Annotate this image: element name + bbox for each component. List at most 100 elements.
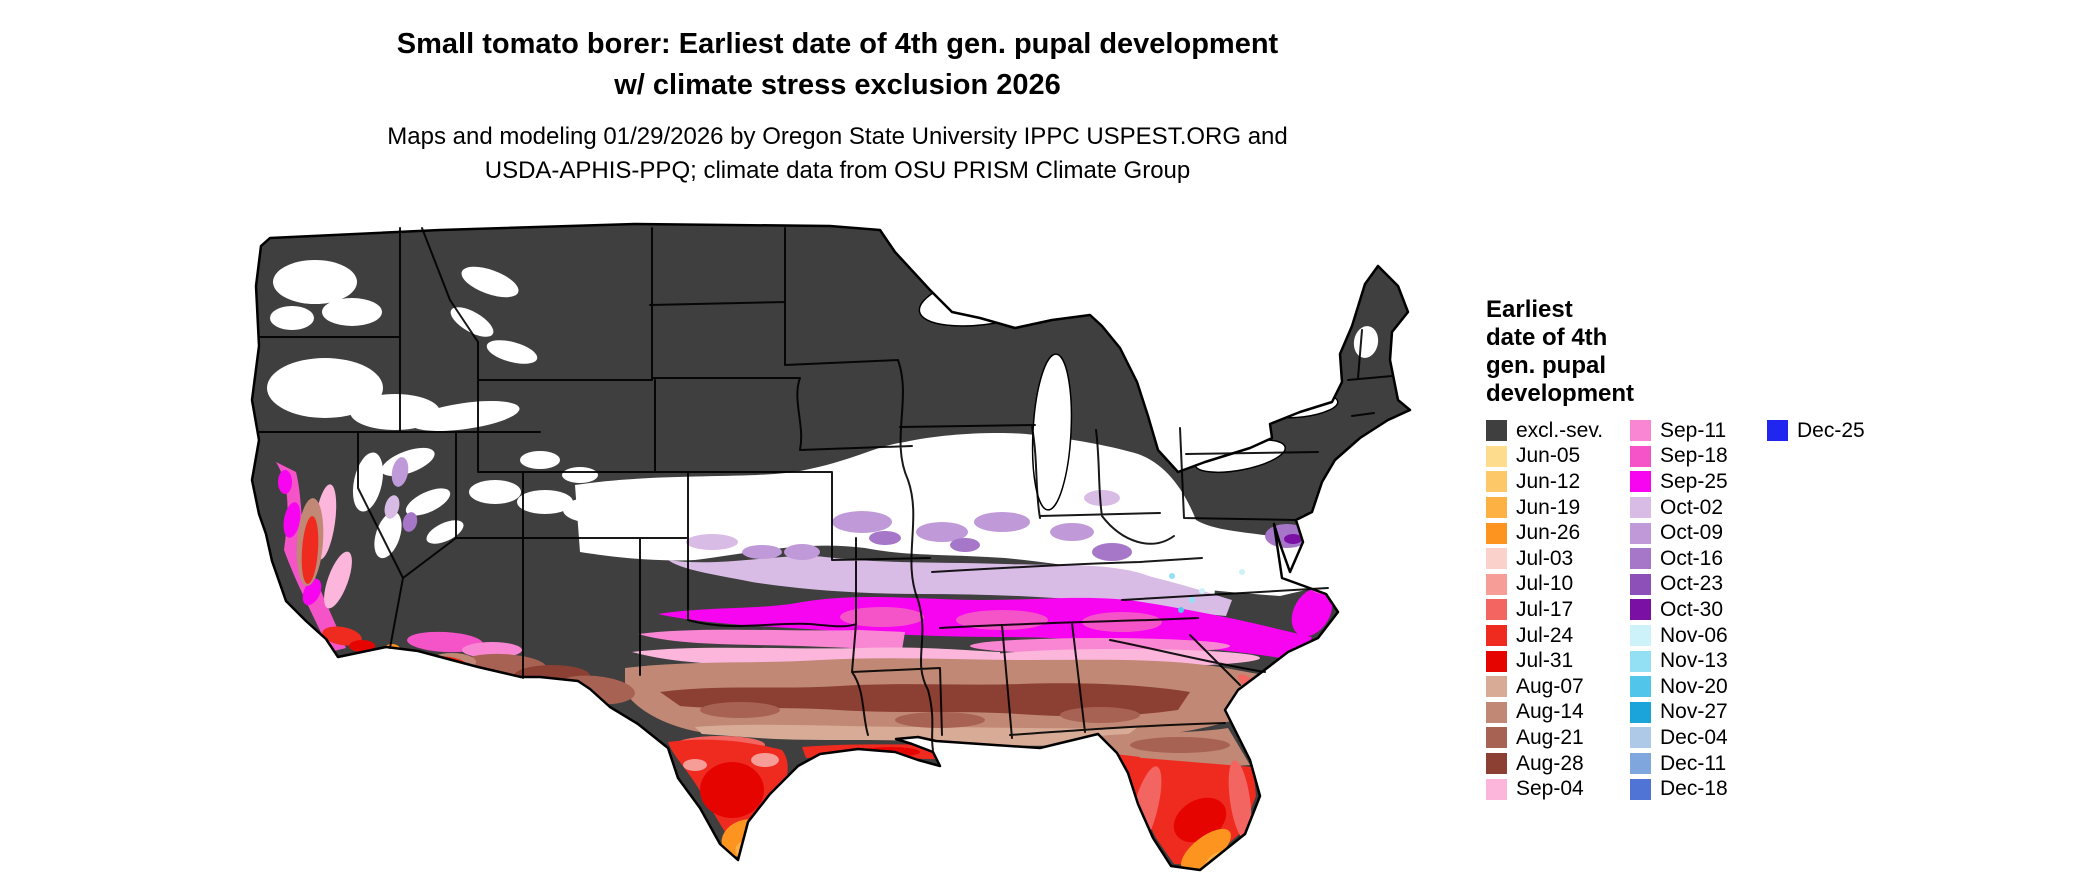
legend-swatch [1486,701,1507,723]
legend-item: Nov-27 [1630,700,1767,726]
legend-swatch [1630,420,1651,442]
legend-label: Dec-18 [1660,777,1728,801]
legend-column-3: Dec-25 [1767,418,1911,444]
legend-item: excl.-sev. [1486,418,1630,444]
legend-swatch [1630,445,1651,467]
october-purple-band [384,457,1309,616]
legend-label: Dec-11 [1660,751,1727,775]
october-speckles [384,457,1309,561]
legend-swatch [1630,676,1651,698]
legend: Earliest date of 4th gen. pupal developm… [1486,296,2076,802]
legend-item: Aug-14 [1486,700,1630,726]
legend-swatch [1486,727,1507,749]
legend-label: Jul-03 [1516,546,1574,570]
legend-swatch [1630,548,1651,570]
legend-columns: excl.-sev. Jun-05 Jun-12 Jun-19 Jun-26 Jul-03… [1486,418,2076,802]
legend-item: Dec-04 [1630,725,1767,751]
us-choropleth-map [250,222,1412,872]
legend-label: Sep-11 [1660,418,1727,442]
legend-label: Nov-06 [1660,623,1728,647]
legend-swatch [1486,778,1507,800]
legend-item: Jul-17 [1486,597,1630,623]
header: Small tomato borer: Earliest date of 4th… [0,0,1675,188]
legend-label: Aug-07 [1516,674,1584,698]
legend-swatch [1486,753,1507,775]
legend-item: Sep-18 [1630,444,1767,470]
legend-swatch [1486,420,1507,442]
no-data-white-regions [267,260,1379,628]
legend-item: Aug-07 [1486,674,1630,700]
legend-label: Aug-14 [1516,700,1584,724]
legend-label: Jun-05 [1516,444,1581,468]
legend-label: Oct-09 [1660,521,1724,545]
legend-item: Sep-04 [1486,776,1630,802]
legend-label: Nov-13 [1660,649,1728,673]
legend-swatch [1630,650,1651,672]
midwest-white-band [575,433,1340,596]
legend-swatch [1486,599,1507,621]
legend-item: Oct-02 [1630,495,1767,521]
legend-item: Sep-11 [1630,418,1767,444]
legend-item: Jul-10 [1486,572,1630,598]
legend-item: Aug-21 [1486,725,1630,751]
legend-item: Jun-19 [1486,495,1630,521]
legend-item: Dec-11 [1630,751,1767,777]
legend-label: Jul-17 [1516,597,1574,621]
map-subtitle: Maps and modeling 01/29/2026 by Oregon S… [0,120,1675,188]
legend-label: Oct-02 [1660,495,1724,519]
legend-swatch [1630,727,1651,749]
legend-item: Jul-24 [1486,623,1630,649]
legend-swatch [1630,471,1651,493]
legend-item: Jul-03 [1486,546,1630,572]
legend-swatch [1486,522,1507,544]
legend-swatch [1630,497,1651,519]
legend-swatch [1630,599,1651,621]
legend-item: Dec-18 [1630,776,1767,802]
legend-item: Nov-13 [1630,648,1767,674]
legend-item: Jun-26 [1486,520,1630,546]
legend-swatch [1486,497,1507,519]
legend-label: Nov-20 [1660,674,1728,698]
map-subtitle-line2: USDA-APHIS-PPQ; climate data from OSU PR… [484,157,1191,184]
legend-title: Earliest date of 4th gen. pupal developm… [1486,296,1635,407]
legend-item: Oct-09 [1630,520,1767,546]
legend-label: Nov-27 [1660,700,1728,724]
state-borders [257,227,1393,751]
legend-swatch [1486,548,1507,570]
legend-swatch [1630,701,1651,723]
legend-label: Sep-04 [1516,777,1584,801]
legend-swatch [1630,778,1651,800]
legend-column-2: Sep-11 Sep-18 Sep-25 Oct-02 Oct-09 Oct-16 Oct-… [1630,418,1767,802]
legend-swatch [1486,471,1507,493]
legend-swatch [1630,573,1651,595]
november-cyan-speckles [1169,569,1245,613]
legend-item: Oct-16 [1630,546,1767,572]
legend-label: Dec-04 [1660,725,1728,749]
map-title-line2: w/ climate stress exclusion 2026 [614,69,1061,101]
legend-label: Jul-24 [1516,623,1574,647]
legend-label: Jun-12 [1516,469,1581,493]
legend-label: Oct-23 [1660,572,1724,596]
legend-item: Nov-20 [1630,674,1767,700]
legend-swatch [1486,650,1507,672]
legend-item: Sep-25 [1630,469,1767,495]
legend-label: Aug-28 [1516,751,1584,775]
map-subtitle-line1: Maps and modeling 01/29/2026 by Oregon S… [387,123,1288,150]
legend-label: Aug-21 [1516,725,1584,749]
legend-column-1: excl.-sev. Jun-05 Jun-12 Jun-19 Jun-26 Jul-03… [1486,418,1630,802]
legend-label: Jul-10 [1516,572,1574,596]
legend-swatch [1486,445,1507,467]
legend-swatch [1767,420,1788,442]
legend-item: Nov-06 [1630,623,1767,649]
legend-label: Jul-31 [1516,649,1574,673]
legend-label: excl.-sev. [1516,418,1604,442]
legend-item: Jun-05 [1486,444,1630,470]
legend-swatch [1630,625,1651,647]
legend-label: Oct-30 [1660,597,1724,621]
lake-huron [1134,334,1212,390]
legend-swatch [1486,676,1507,698]
legend-label: Jun-26 [1516,521,1581,545]
map-title-line1: Small tomato borer: Earliest date of 4th… [396,28,1279,60]
legend-swatch [1630,522,1651,544]
